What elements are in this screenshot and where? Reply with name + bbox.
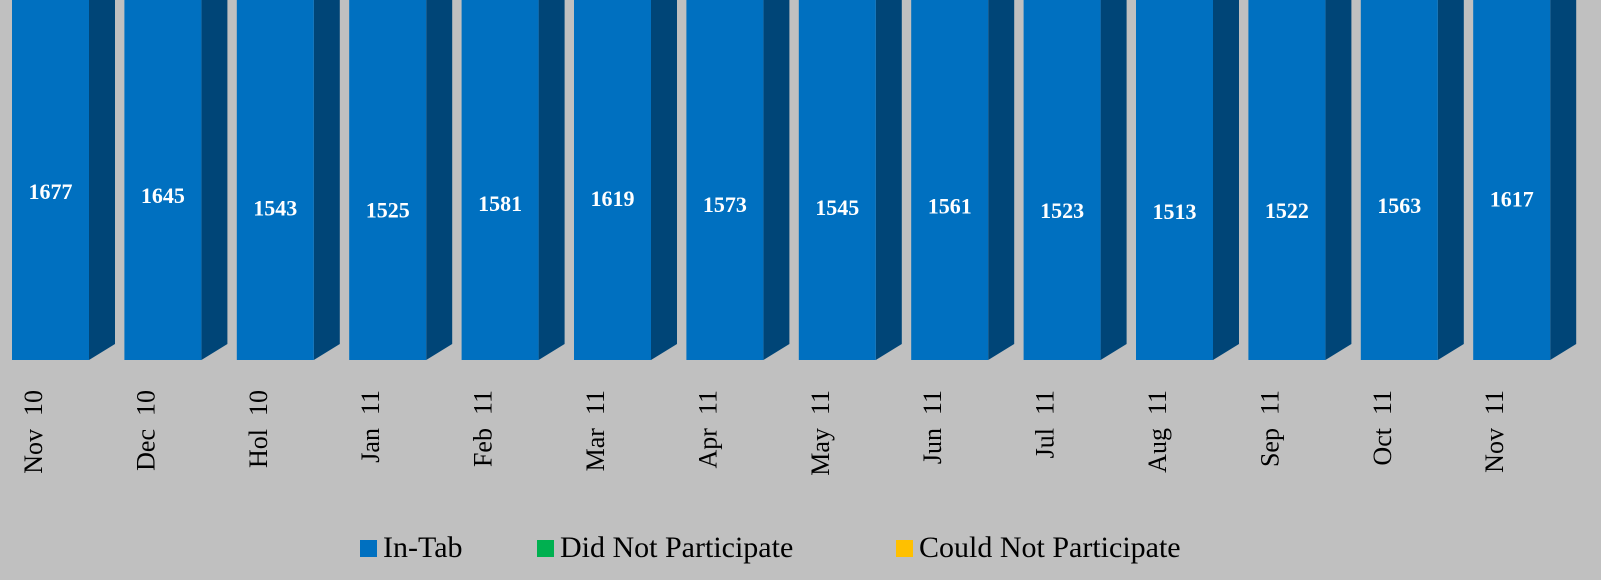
x-tick-label: Jan 11 <box>356 390 385 463</box>
data-label: 1573 <box>703 192 747 217</box>
legend-swatch <box>537 540 554 557</box>
bar-side <box>426 0 453 360</box>
bar-side <box>1437 0 1464 360</box>
data-label: 1522 <box>1265 198 1309 223</box>
x-tick-label: Oct 11 <box>1368 390 1397 466</box>
bar-side <box>651 0 677 360</box>
data-label: 1513 <box>1153 199 1197 224</box>
data-label: 1677 <box>29 179 73 204</box>
legend-label: Did Not Participate <box>560 531 793 564</box>
data-label: 1523 <box>1040 198 1084 223</box>
data-label: 1617 <box>1490 186 1534 211</box>
x-tick-label: Nov 11 <box>1480 390 1509 473</box>
x-tick-label: Sep 11 <box>1255 390 1284 467</box>
bar-segment <box>236 0 314 361</box>
data-label: 1581 <box>478 191 522 216</box>
x-tick-label: May 11 <box>806 390 835 476</box>
bar-side <box>1550 0 1577 360</box>
x-tick-label: Nov 10 <box>19 390 48 474</box>
data-label: 1543 <box>253 195 297 220</box>
bar-side <box>538 0 565 360</box>
x-tick-label: Jul 11 <box>1031 390 1060 458</box>
bar-segment <box>798 0 876 360</box>
bar-segment <box>349 0 427 361</box>
bar-segment <box>911 0 989 360</box>
bar-side <box>875 0 902 360</box>
data-label: 1545 <box>815 195 859 220</box>
data-label: 1645 <box>141 183 185 208</box>
legend-swatch <box>360 540 377 557</box>
bar-segment <box>12 0 89 361</box>
bar-side <box>89 0 115 360</box>
bar-side <box>201 0 228 360</box>
legend-label: In-Tab <box>383 531 463 564</box>
legend-swatch <box>896 540 913 557</box>
bar-segment <box>1473 0 1551 361</box>
x-tick-label: Dec 10 <box>131 390 160 471</box>
bar-side <box>313 0 340 360</box>
bar-segment <box>1248 0 1326 360</box>
data-label: 1563 <box>1377 193 1421 218</box>
x-tick-label: Apr 11 <box>693 390 722 468</box>
bar-side <box>1213 0 1239 360</box>
bar-segment <box>686 0 764 361</box>
bar-segment <box>1360 0 1438 360</box>
bar-segment <box>1023 0 1101 361</box>
x-tick-label: Hol 10 <box>244 390 273 468</box>
x-tick-label: Jun 11 <box>918 390 947 464</box>
bar-side <box>1100 0 1127 360</box>
bar-side <box>763 0 790 360</box>
bar-segment <box>1136 0 1213 361</box>
data-label: 1525 <box>366 198 410 223</box>
x-tick-label: Feb 11 <box>469 390 498 467</box>
x-tick-label: Aug 11 <box>1143 390 1172 473</box>
bar-segment <box>574 0 651 361</box>
x-tick-label: Mar 11 <box>581 390 610 471</box>
bar-segment <box>124 0 202 361</box>
bar-side <box>1325 0 1352 360</box>
bar-segment <box>461 0 539 360</box>
bar-side <box>988 0 1015 360</box>
legend-label: Could Not Participate <box>919 531 1181 564</box>
data-label: 1561 <box>928 193 972 218</box>
data-label: 1619 <box>591 186 635 211</box>
